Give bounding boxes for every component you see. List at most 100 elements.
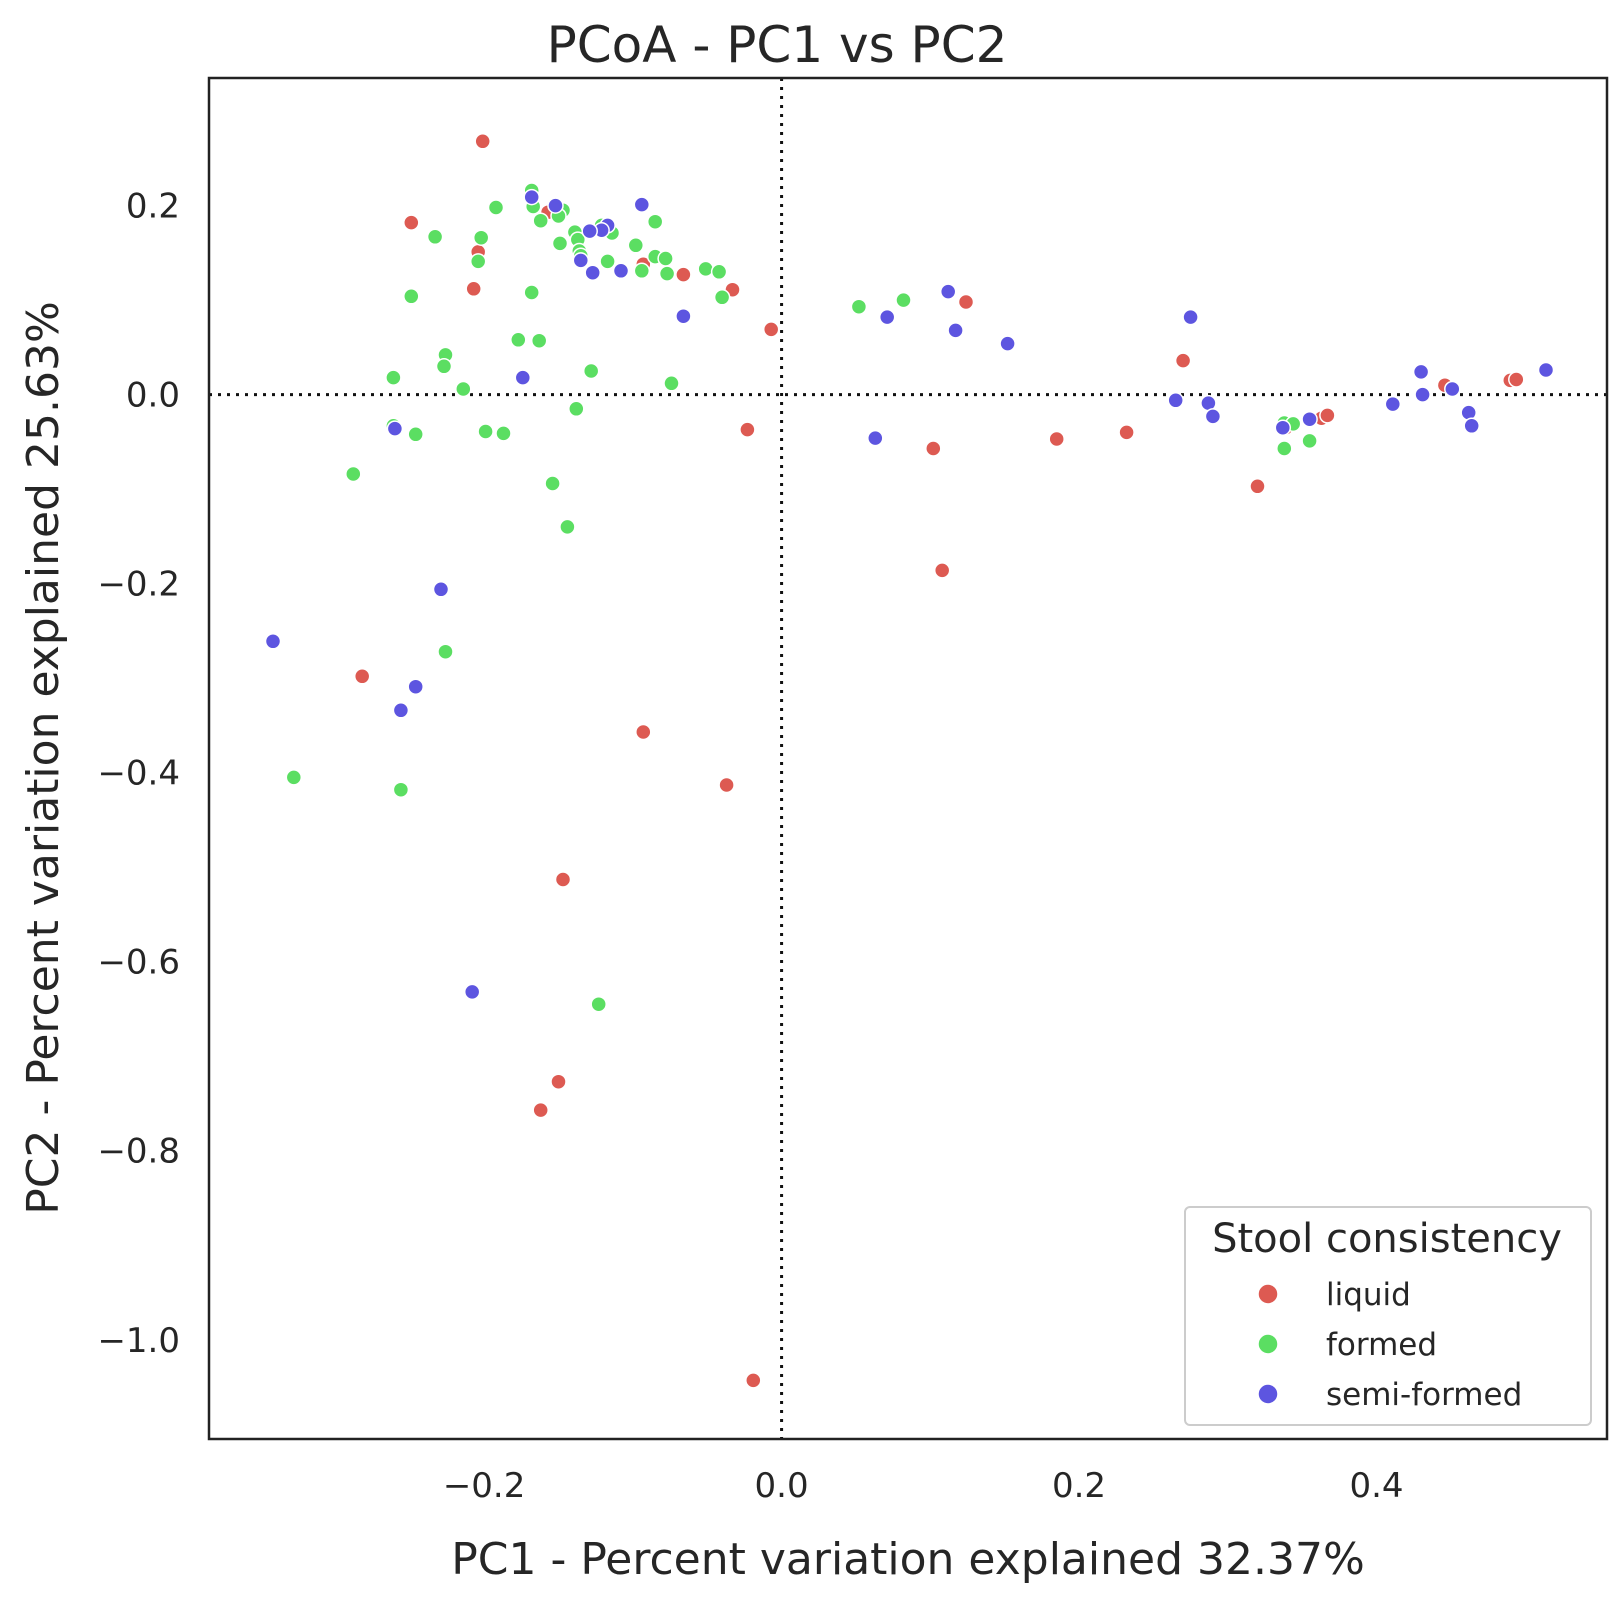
liquid-point (550, 1073, 567, 1090)
y-tick-label: 0.2 (126, 187, 180, 227)
legend-marker (1257, 1383, 1279, 1405)
formed-point (627, 237, 645, 254)
formed-point (477, 423, 494, 440)
formed-point (663, 375, 680, 392)
formed-point (582, 362, 600, 380)
formed-point (646, 213, 664, 230)
liquid-point (718, 776, 735, 794)
legend-items: liquid formed semi-formed (1257, 1277, 1522, 1413)
semi-formed-point (523, 188, 540, 206)
liquid-point (474, 133, 491, 150)
semi-formed-point (1412, 363, 1430, 381)
semi-formed-point (939, 283, 957, 300)
semi-formed-point (1167, 392, 1184, 409)
semi-formed-point (1463, 417, 1480, 435)
x-tick-label: 0.4 (1349, 1466, 1403, 1506)
x-tick-label: −0.2 (443, 1466, 526, 1506)
legend-marker (1257, 1283, 1279, 1305)
liquid-point (762, 321, 780, 338)
semi-formed-point (407, 678, 424, 695)
formed-point (1276, 440, 1293, 457)
formed-point (510, 331, 527, 349)
legend-label: liquid (1326, 1277, 1411, 1313)
formed-point (455, 380, 472, 398)
semi-formed-point (514, 369, 532, 386)
liquid-point (675, 266, 692, 283)
formed-point (285, 769, 303, 786)
legend-title: Stool consistency (1212, 1216, 1562, 1262)
semi-formed-point (1301, 410, 1318, 428)
semi-formed-series (264, 188, 1555, 1001)
y-tick-label: −0.4 (97, 754, 180, 794)
semi-formed-point (878, 308, 896, 326)
semi-formed-point (581, 222, 598, 240)
liquid-point (925, 440, 942, 457)
formed-point (532, 212, 549, 229)
liquid-point (739, 421, 756, 438)
formed-point (657, 250, 674, 267)
formed-point (713, 289, 731, 306)
plot-area (209, 78, 1607, 1439)
x-axis-ticks: −0.2 0.0 0.2 0.4 (443, 1466, 1404, 1506)
legend: Stool consistency liquid formed semi-forme… (1184, 1206, 1592, 1426)
semi-formed-point (999, 335, 1016, 352)
semi-formed-point (584, 264, 601, 281)
liquid-point (957, 293, 975, 311)
semi-formed-point (1537, 361, 1555, 379)
x-tick-label: 0.2 (1052, 1466, 1106, 1506)
formed-point (551, 235, 569, 252)
semi-formed-point (867, 429, 884, 447)
formed-point (407, 426, 424, 443)
legend-label: semi-formed (1326, 1377, 1522, 1413)
liquid-point (635, 723, 652, 741)
legend-item-formed: formed (1257, 1327, 1437, 1363)
liquid-point (403, 214, 420, 231)
semi-formed-point (1384, 395, 1402, 413)
semi-formed-point (572, 252, 590, 269)
semi-formed-point (675, 307, 692, 325)
liquid-point (1508, 371, 1525, 388)
formed-point (392, 781, 410, 798)
plot-frame (207, 76, 1609, 1441)
formed-point (895, 291, 912, 309)
points-layer (264, 133, 1555, 1389)
y-tick-label: −0.2 (97, 565, 180, 605)
liquid-point (1174, 352, 1192, 369)
liquid-point (353, 668, 371, 685)
y-tick-label: 0.0 (126, 376, 180, 416)
semi-formed-point (386, 420, 404, 437)
legend-item-semi-formed: semi-formed (1257, 1377, 1522, 1413)
y-tick-label: −0.6 (97, 943, 180, 983)
semi-formed-point (547, 197, 564, 214)
formed-point (530, 332, 548, 349)
liquid-point (1249, 478, 1266, 495)
y-tick-label: −0.8 (97, 1132, 180, 1172)
y-axis-ticks: 0.2 0.0 −0.2 −0.4 −0.6 −0.8 −1.0 (97, 187, 180, 1361)
legend-marker (1257, 1333, 1279, 1355)
semi-formed-point (1460, 404, 1477, 421)
formed-point (495, 425, 512, 442)
semi-formed-point (1182, 308, 1199, 326)
formed-point (487, 199, 505, 216)
formed-point (710, 263, 728, 281)
liquid-point (1118, 424, 1135, 441)
formed-point (426, 228, 444, 246)
formed-point (590, 995, 607, 1013)
semi-formed-point (392, 702, 410, 719)
semi-formed-point (633, 196, 651, 213)
liquid-point (465, 280, 482, 298)
formed-point (568, 400, 585, 418)
semi-formed-point (1274, 419, 1292, 436)
formed-point (523, 284, 540, 301)
formed-point (697, 260, 714, 278)
legend-box (1184, 1206, 1592, 1426)
formed-point (599, 253, 616, 270)
x-axis-title: PC1 - Percent variation explained 32.37% (451, 1534, 1365, 1585)
liquid-point (745, 1372, 762, 1389)
formed-point (469, 253, 487, 270)
formed-point (437, 643, 454, 660)
semi-formed-point (432, 581, 450, 598)
formed-point (1301, 432, 1318, 450)
x-tick-label: 0.0 (755, 1466, 809, 1506)
legend-label: formed (1326, 1327, 1437, 1363)
